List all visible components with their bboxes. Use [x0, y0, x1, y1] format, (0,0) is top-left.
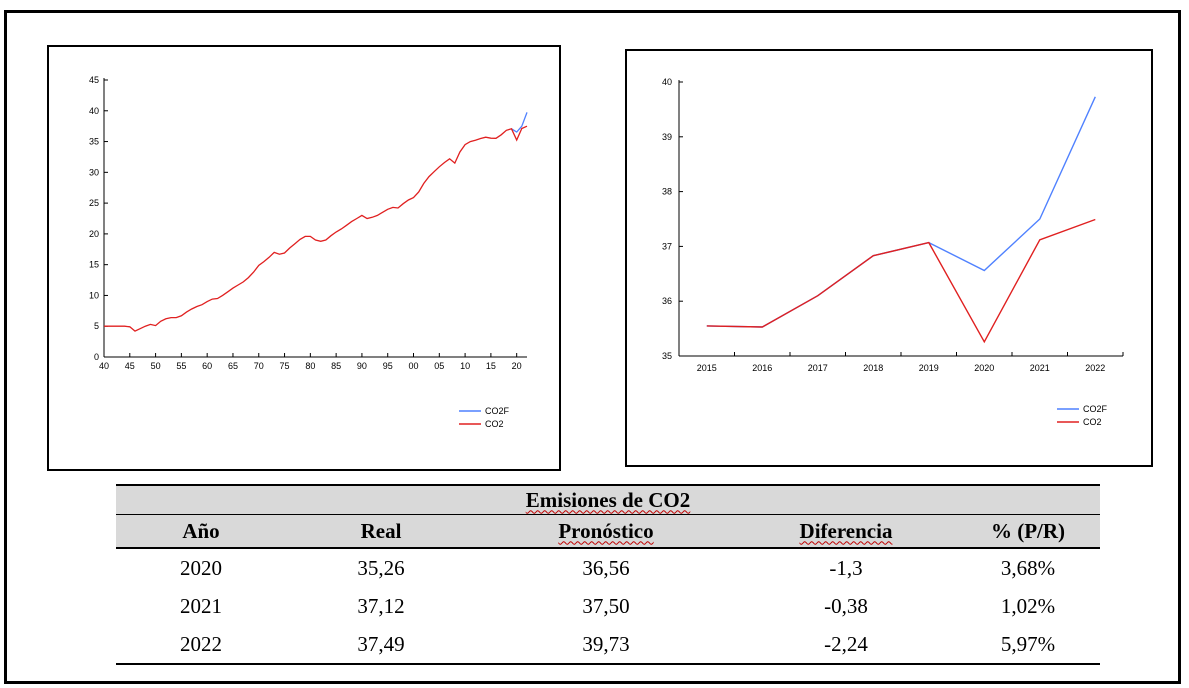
emissions-table: Emisiones de CO2 Año Real Pronóstico Dif…	[116, 484, 1100, 665]
y-tick-label: 10	[89, 290, 99, 300]
x-tick-label: 80	[305, 361, 315, 371]
legend-label-co2f: CO2F	[1083, 404, 1108, 414]
x-tick-label: 2020	[974, 363, 994, 373]
document-frame: 0 5 10 15 20 25 30 35 40 45 40 45 50 55 60 65 70 75 80 85 90…	[4, 10, 1181, 684]
legend-label-co2f: CO2F	[485, 406, 510, 416]
cell-forecast: 37,50	[582, 593, 630, 618]
y-tick-label: 0	[94, 352, 99, 362]
table-row: 2022 37,49 39,73 -2,24 5,97%	[116, 625, 1100, 665]
y-tick-label: 25	[89, 198, 99, 208]
cell-forecast: 36,56	[582, 555, 630, 580]
x-tick-label: 2019	[919, 363, 939, 373]
y-tick-label: 40	[89, 106, 99, 116]
x-tick-label: 45	[125, 361, 135, 371]
cell-year: 2021	[180, 593, 222, 618]
x-tick-label: 90	[357, 361, 367, 371]
x-tick-label: 60	[202, 361, 212, 371]
x-tick-label: 2015	[697, 363, 717, 373]
chart-panel-recent: 35 36 37 38 39 40 2015 2016 2017 2018 2019 2020 2021…	[625, 49, 1153, 467]
chart-recent: 35 36 37 38 39 40 2015 2016 2017 2018 2019 2020 2021…	[662, 77, 1124, 427]
cell-forecast: 39,73	[476, 625, 736, 665]
cell-real: 37,49	[286, 625, 476, 665]
x-tick-label: 65	[228, 361, 238, 371]
series-line-co2f	[511, 112, 528, 133]
series-line-co2	[706, 218, 1096, 344]
x-tick-label: 55	[176, 361, 186, 371]
x-tick-label: 20	[512, 361, 522, 371]
y-tick-label: 35	[89, 137, 99, 147]
x-tick-label: 2022	[1085, 363, 1105, 373]
cell-percent: 5,97%	[956, 625, 1100, 665]
y-tick-label: 20	[89, 229, 99, 239]
header-year: Año	[116, 514, 286, 549]
y-tick-label: 45	[89, 75, 99, 85]
cell-percent: 1,02%	[1000, 593, 1056, 618]
y-tick-label: 15	[89, 260, 99, 270]
header-real: Real	[286, 514, 476, 549]
x-tick-label: 05	[434, 361, 444, 371]
cell-real: 35,26	[357, 555, 405, 580]
cell-year: 2022	[116, 625, 286, 665]
cell-year: 2020	[180, 555, 222, 580]
x-tick-label: 2016	[752, 363, 772, 373]
x-tick-label: 15	[486, 361, 496, 371]
y-tick-label: 5	[94, 321, 99, 331]
y-tick-label: 39	[662, 132, 672, 142]
header-difference: Diferencia	[736, 514, 956, 549]
y-tick-label: 36	[662, 296, 672, 306]
y-tick-label: 40	[662, 77, 672, 87]
x-tick-label: 50	[151, 361, 161, 371]
series-line-co2f	[706, 96, 1096, 328]
y-tick-label: 38	[662, 187, 672, 197]
cell-percent: 3,68%	[1000, 555, 1056, 580]
chart-panel-full-history: 0 5 10 15 20 25 30 35 40 45 40 45 50 55 60 65 70 75 80 85 90…	[47, 45, 561, 471]
header-forecast: Pronóstico	[476, 514, 736, 549]
table-title: Emisiones de CO2	[116, 484, 1100, 515]
y-tick-label: 37	[662, 241, 672, 251]
legend-label-co2: CO2	[1083, 417, 1102, 427]
cell-difference: -1,3	[829, 555, 863, 580]
x-tick-label: 95	[383, 361, 393, 371]
cell-difference: -0,38	[824, 593, 868, 618]
header-percent: % (P/R)	[956, 514, 1100, 549]
table-row: 2021 37,12 37,50 -0,38 1,02%	[116, 587, 1100, 625]
x-tick-label: 10	[460, 361, 470, 371]
y-tick-label: 35	[662, 351, 672, 361]
x-tick-label: 85	[331, 361, 341, 371]
legend-label-co2: CO2	[485, 419, 504, 429]
table-row: 2020 35,26 36,56 -1,3 3,68%	[116, 548, 1100, 587]
x-tick-label: 70	[254, 361, 264, 371]
x-tick-label: 2017	[808, 363, 828, 373]
cell-difference: -2,24	[736, 625, 956, 665]
y-tick-label: 30	[89, 167, 99, 177]
cell-real: 37,12	[357, 593, 405, 618]
x-tick-label: 2021	[1030, 363, 1050, 373]
x-tick-label: 40	[99, 361, 109, 371]
x-tick-label: 00	[409, 361, 419, 371]
series-line-co2	[104, 125, 528, 332]
x-tick-label: 75	[280, 361, 290, 371]
x-tick-label: 2018	[863, 363, 883, 373]
